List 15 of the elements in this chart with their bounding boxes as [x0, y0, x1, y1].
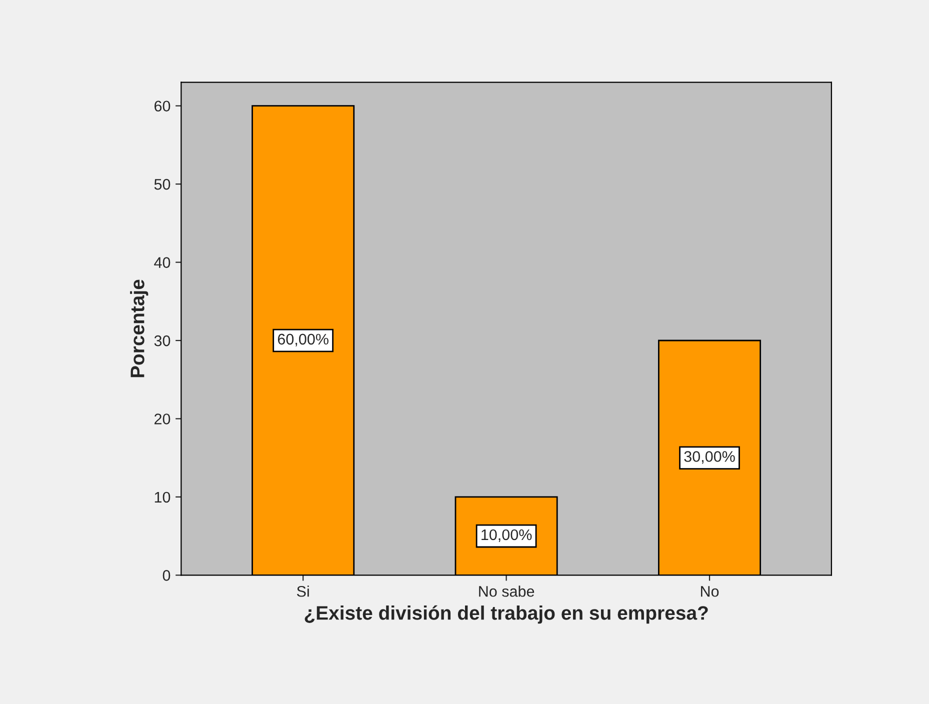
y-tick-label: 50 — [154, 178, 170, 190]
x-axis-title: ¿Existe división del trabajo en su empresa? — [304, 605, 708, 624]
y-tick-label: 30 — [154, 335, 170, 346]
data-label: 30,00% — [684, 451, 735, 464]
y-tick-label: 60 — [154, 100, 170, 112]
y-tick-label: 0 — [162, 570, 170, 581]
x-tick-label: Si — [296, 586, 309, 597]
x-tick-label: No — [701, 586, 719, 597]
y-tick-label: 40 — [154, 257, 170, 268]
y-tick-label: 10 — [154, 492, 170, 503]
data-label: 10,00% — [482, 529, 532, 542]
y-axis-title: Porcentaje — [130, 280, 148, 378]
data-label: 60,00% — [278, 334, 328, 346]
y-tick-label: 20 — [154, 414, 170, 424]
x-tick-label: No sabe — [479, 586, 534, 597]
